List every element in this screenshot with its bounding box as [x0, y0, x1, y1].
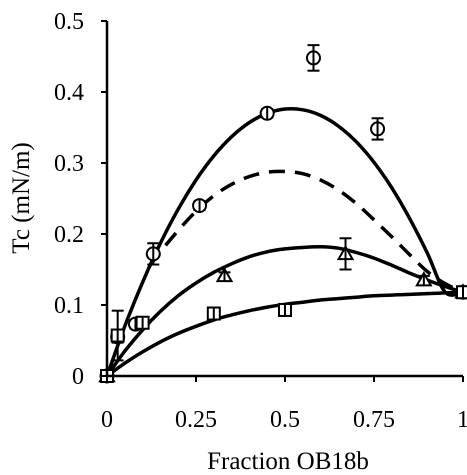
fit-curve-dashed — [148, 169, 464, 294]
x-tick-label: 0.5 — [270, 407, 300, 433]
x-ticks: 0 0.25 0.5 0.75 1 — [101, 376, 467, 433]
data-markers — [98, 44, 467, 384]
x-tick-label: 0.75 — [353, 407, 395, 433]
y-axis-label: Tc (mN/m) — [8, 142, 35, 253]
fit-curves — [105, 106, 465, 378]
y-tick-label: 0.5 — [54, 9, 84, 35]
plot-area — [98, 44, 467, 384]
fit-curve-solid — [105, 245, 465, 378]
fit-curve-solid — [105, 106, 465, 378]
axes: 0 0.25 0.5 0.75 1 0 0.1 0.2 0.3 0.4 0.5 — [54, 9, 467, 433]
x-tick-label: 0 — [101, 407, 113, 433]
y-tick-label: 0.1 — [54, 293, 84, 319]
y-tick-label: 0 — [72, 364, 84, 390]
x-tick-label: 1 — [457, 407, 467, 433]
x-axis-label: Fraction OB18b — [207, 448, 369, 475]
y-tick-label: 0.3 — [54, 151, 84, 177]
x-tick-label: 0.25 — [175, 407, 217, 433]
y-tick-label: 0.4 — [54, 80, 84, 106]
y-tick-label: 0.2 — [54, 222, 84, 248]
y-ticks: 0 0.1 0.2 0.3 0.4 0.5 — [54, 9, 107, 390]
